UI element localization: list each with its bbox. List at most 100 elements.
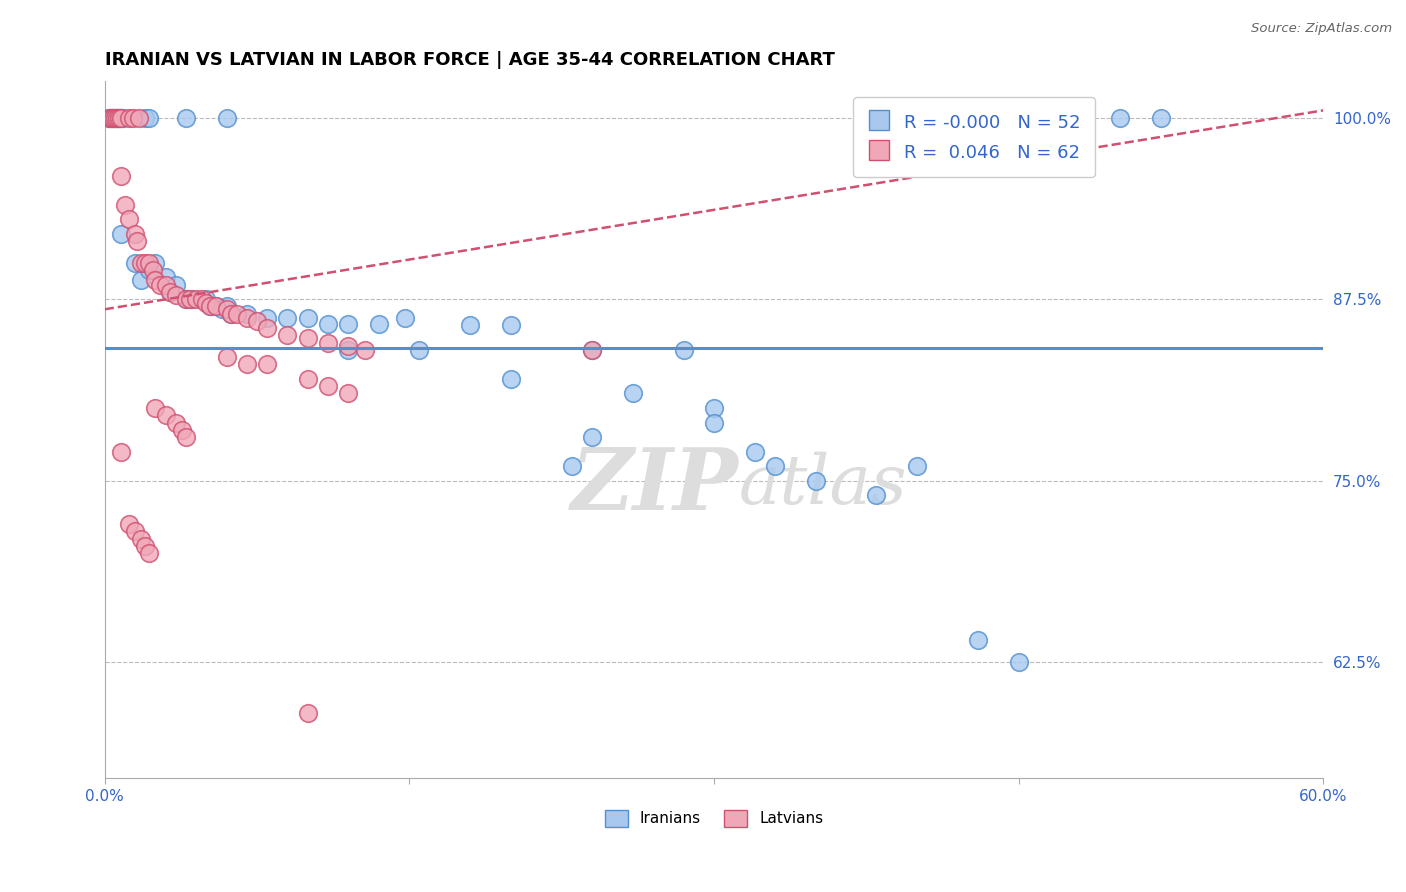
Point — [174, 292, 197, 306]
Point — [219, 307, 242, 321]
Point — [967, 633, 990, 648]
Point — [122, 111, 145, 125]
Point — [621, 386, 644, 401]
Point — [337, 343, 360, 357]
Point — [97, 111, 120, 125]
Point — [114, 198, 136, 212]
Point — [297, 372, 319, 386]
Point — [110, 111, 132, 125]
Point — [276, 328, 298, 343]
Point — [200, 299, 222, 313]
Point — [316, 317, 339, 331]
Point — [672, 343, 695, 357]
Point — [246, 314, 269, 328]
Point — [110, 111, 132, 125]
Text: Source: ZipAtlas.com: Source: ZipAtlas.com — [1251, 22, 1392, 36]
Point — [100, 111, 122, 125]
Point — [124, 256, 146, 270]
Point — [184, 292, 207, 306]
Point — [200, 299, 222, 313]
Point — [236, 358, 259, 372]
Point — [581, 343, 603, 357]
Point — [191, 292, 214, 306]
Point — [110, 227, 132, 241]
Point — [110, 169, 132, 183]
Point — [215, 299, 238, 313]
Point — [124, 524, 146, 539]
Point — [118, 111, 141, 125]
Point — [316, 379, 339, 393]
Point — [276, 310, 298, 325]
Point — [111, 111, 134, 125]
Point — [205, 299, 228, 313]
Point — [142, 263, 165, 277]
Point — [337, 338, 360, 352]
Point — [337, 317, 360, 331]
Point — [104, 111, 127, 125]
Point — [215, 350, 238, 364]
Point — [195, 292, 218, 306]
Point — [127, 234, 149, 248]
Point — [297, 706, 319, 720]
Point — [145, 401, 167, 415]
Point — [215, 302, 238, 317]
Point — [499, 372, 522, 386]
Point — [165, 277, 187, 292]
Point — [195, 296, 218, 310]
Point — [165, 416, 187, 430]
Point — [703, 416, 725, 430]
Point — [174, 292, 197, 306]
Point — [256, 358, 278, 372]
Point — [581, 430, 603, 444]
Text: atlas: atlas — [738, 452, 907, 519]
Point — [744, 444, 766, 458]
Point — [159, 285, 181, 299]
Point — [170, 423, 193, 437]
Point — [97, 111, 120, 125]
Point — [804, 474, 827, 488]
Point — [129, 532, 152, 546]
Text: ZIP: ZIP — [571, 444, 738, 527]
Point — [155, 270, 177, 285]
Point — [215, 111, 238, 125]
Point — [138, 256, 160, 270]
Point — [353, 343, 375, 357]
Point — [101, 111, 124, 125]
Point — [104, 111, 127, 125]
Point — [316, 335, 339, 350]
Text: IRANIAN VS LATVIAN IN LABOR FORCE | AGE 35-44 CORRELATION CHART: IRANIAN VS LATVIAN IN LABOR FORCE | AGE … — [104, 51, 835, 69]
Point — [138, 546, 160, 560]
Point — [458, 318, 481, 333]
Point — [205, 299, 228, 313]
Point — [101, 111, 124, 125]
Point — [394, 310, 416, 325]
Point — [256, 310, 278, 325]
Point — [499, 318, 522, 333]
Point — [129, 273, 152, 287]
Point — [179, 292, 201, 306]
Point — [1109, 111, 1132, 125]
Point — [138, 263, 160, 277]
Point — [129, 256, 152, 270]
Point — [138, 111, 160, 125]
Point — [905, 459, 928, 474]
Point — [219, 307, 242, 321]
Point — [108, 111, 131, 125]
Point — [118, 517, 141, 532]
Point — [703, 401, 725, 415]
Point — [105, 111, 128, 125]
Point — [128, 111, 150, 125]
Point — [100, 111, 122, 125]
Point — [1007, 655, 1029, 669]
Point — [174, 111, 197, 125]
Point — [134, 111, 156, 125]
Point — [581, 343, 603, 357]
Point — [155, 277, 177, 292]
Point — [110, 444, 132, 458]
Point — [145, 256, 167, 270]
Point — [159, 285, 181, 299]
Point — [256, 321, 278, 335]
Point — [108, 111, 131, 125]
Point — [1150, 111, 1173, 125]
Point — [134, 256, 156, 270]
